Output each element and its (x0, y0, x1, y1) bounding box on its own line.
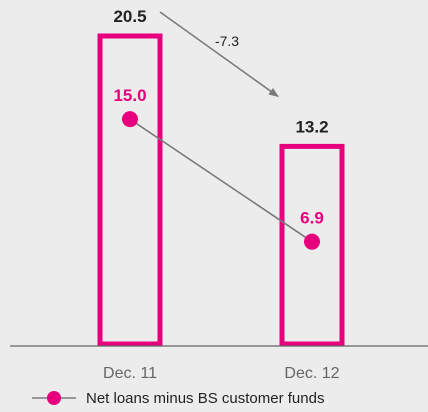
legend: Net loans minus BS customer funds (32, 390, 324, 407)
bar-value-label-1: 20.5 (113, 7, 146, 26)
bar-1 (97, 33, 163, 347)
difference-label: -7.3 (215, 33, 239, 49)
bar-value-label-2: 13.2 (295, 117, 328, 136)
data-point-2 (304, 233, 320, 250)
x-tick-label-1: Dec. 11 (103, 365, 157, 382)
x-tick-label-group: Dec. 11 Dec. 12 (103, 365, 340, 382)
legend-label: Net loans minus BS customer funds (86, 390, 324, 407)
x-tick-label-2: Dec. 12 (284, 365, 339, 382)
line-series-group: 15.0 6.9 (113, 86, 324, 250)
series-line (129, 118, 313, 243)
point-value-label-2: 6.9 (300, 209, 324, 228)
difference-arrow (159, 11, 279, 98)
bar-2 (279, 143, 345, 347)
annotation-group: -7.3 (159, 11, 279, 98)
point-value-label-1: 15.0 (113, 86, 146, 105)
data-point-1 (122, 111, 138, 128)
legend-marker-icon (47, 391, 61, 405)
bar-group: 20.5 13.2 (97, 7, 345, 347)
